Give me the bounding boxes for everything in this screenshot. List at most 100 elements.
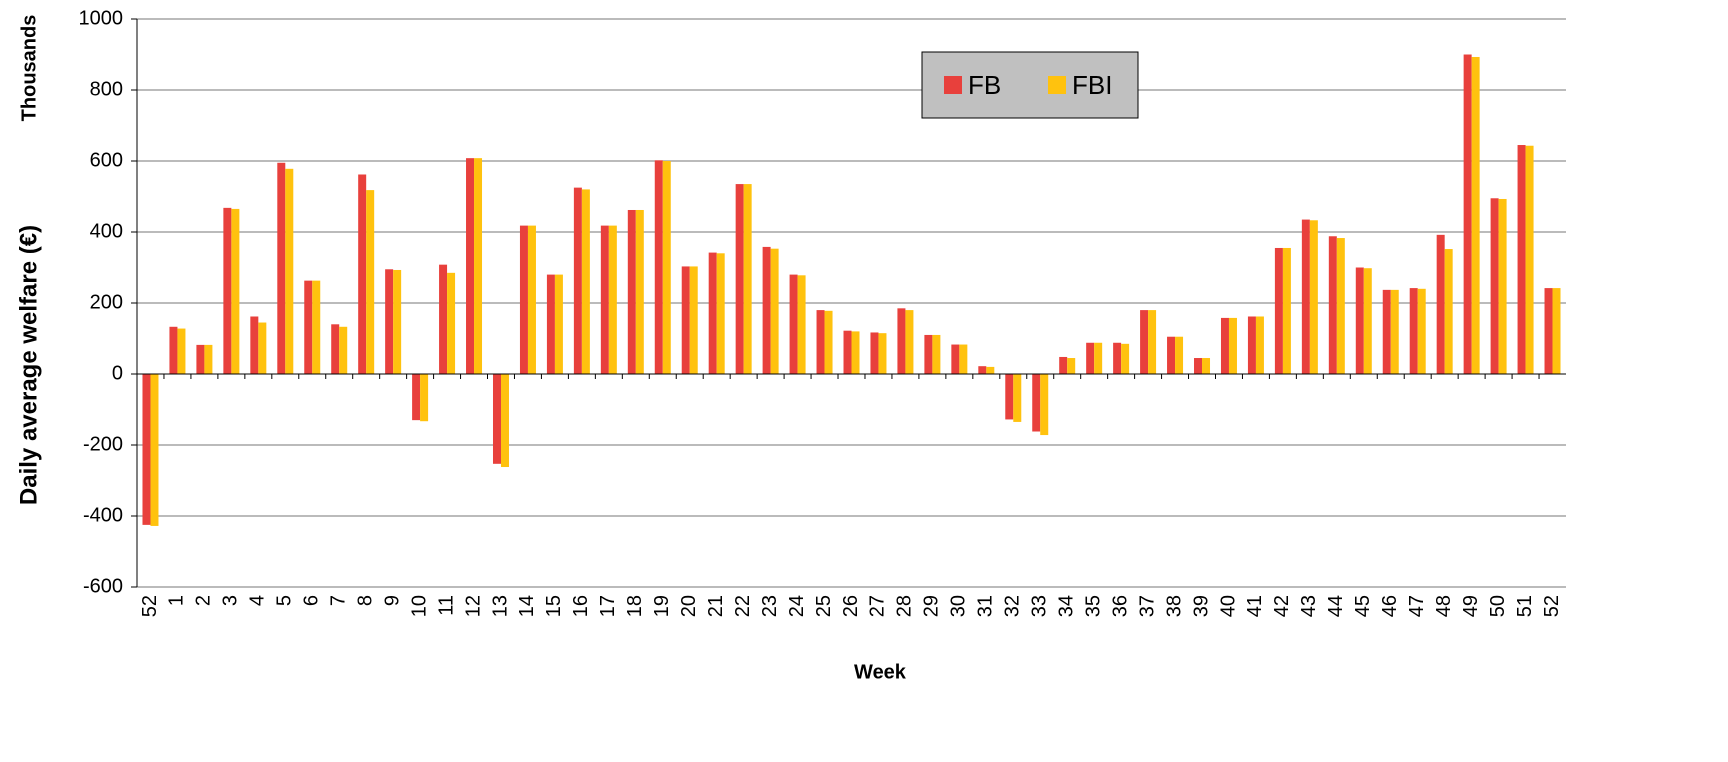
bar: [492, 374, 501, 464]
bar: [851, 331, 860, 374]
bar: [231, 208, 240, 374]
x-axis-label: Week: [854, 661, 907, 683]
bar: [959, 344, 968, 374]
y-tick-label: 400: [90, 220, 123, 242]
bar: [420, 374, 429, 422]
bar: [897, 308, 906, 374]
bar: [789, 274, 798, 374]
bar: [1517, 145, 1526, 374]
x-tick-label: 16: [570, 595, 592, 617]
x-tick-label: 44: [1325, 595, 1347, 617]
x-tick-label: 28: [894, 595, 916, 617]
bar: [1013, 374, 1022, 422]
bar: [277, 162, 286, 374]
bar: [366, 190, 375, 374]
bar: [1167, 336, 1176, 374]
legend-swatch: [1048, 76, 1066, 94]
bar: [339, 326, 348, 374]
x-tick-label: 30: [948, 595, 970, 617]
bar: [662, 161, 671, 374]
x-tick-label: 11: [435, 595, 457, 616]
bar: [716, 253, 725, 374]
x-tick-label: 8: [354, 595, 376, 606]
bar: [1220, 317, 1229, 374]
bar: [204, 344, 213, 374]
x-tick-label: 31: [975, 595, 997, 617]
x-tick-label: 19: [651, 595, 673, 617]
bar: [1202, 358, 1211, 374]
bar: [1094, 342, 1103, 374]
bar: [519, 225, 528, 374]
bar: [258, 322, 267, 374]
y-tick-label: 800: [90, 78, 123, 100]
bar: [654, 160, 663, 374]
bar: [1382, 289, 1391, 374]
x-tick-label: 41: [1244, 595, 1266, 617]
x-tick-label: 6: [301, 595, 323, 606]
x-tick-label: 35: [1082, 595, 1104, 617]
bar: [1067, 358, 1076, 374]
x-tick-label: 47: [1406, 595, 1428, 617]
bar: [142, 374, 151, 525]
bar: [735, 184, 744, 374]
x-tick-label: 38: [1163, 595, 1185, 617]
bar: [1544, 288, 1553, 374]
x-tick-label: 39: [1190, 595, 1212, 617]
bar: [573, 187, 582, 374]
bar: [385, 269, 394, 374]
bar: [932, 334, 941, 374]
bar: [743, 184, 752, 374]
x-tick-label: 9: [381, 595, 403, 606]
x-tick-label: 52: [139, 595, 161, 617]
x-tick-label: 25: [813, 595, 835, 617]
bar: [951, 344, 960, 374]
bar: [1390, 289, 1399, 374]
bar: [689, 266, 698, 374]
x-tick-label: 12: [462, 595, 484, 617]
bar: [1471, 56, 1480, 375]
bar: [1274, 247, 1283, 374]
bar: [635, 209, 644, 374]
bar: [1498, 198, 1507, 374]
bar: [708, 252, 717, 374]
bar: [1463, 54, 1472, 374]
x-tick-label: 22: [732, 595, 754, 617]
bar: [878, 333, 887, 374]
bar: [1175, 336, 1184, 374]
bar: [223, 207, 232, 374]
bar: [1148, 310, 1157, 374]
bar: [1255, 316, 1264, 374]
bar: [600, 225, 609, 374]
bar: [1336, 238, 1345, 374]
bar: [1040, 374, 1049, 436]
bar: [474, 158, 483, 374]
bar: [608, 225, 617, 374]
bar: [1086, 342, 1095, 374]
bar: [627, 209, 636, 374]
bar: [1363, 268, 1372, 374]
bar: [439, 264, 448, 374]
bar: [1525, 145, 1534, 374]
bar: [681, 266, 690, 374]
legend-label: FBI: [1072, 70, 1112, 100]
bar: [500, 374, 509, 468]
bar: [250, 316, 259, 374]
bar: [1121, 343, 1130, 374]
bar: [546, 274, 555, 374]
x-tick-label: 33: [1029, 595, 1051, 617]
x-tick-label: 43: [1298, 595, 1320, 617]
bar: [169, 326, 178, 374]
x-tick-label: 10: [408, 595, 430, 617]
x-tick-label: 36: [1109, 595, 1131, 617]
x-tick-label: 29: [921, 595, 943, 617]
x-tick-label: 1: [166, 595, 188, 606]
bar: [924, 334, 933, 374]
x-tick-label: 48: [1433, 595, 1455, 617]
x-tick-label: 20: [678, 595, 700, 617]
bar: [1417, 288, 1426, 374]
y-axis-label: Daily average welfare (€): [15, 225, 42, 505]
x-tick-label: 46: [1379, 595, 1401, 617]
bar: [1490, 198, 1499, 374]
x-tick-label: 18: [624, 595, 646, 617]
